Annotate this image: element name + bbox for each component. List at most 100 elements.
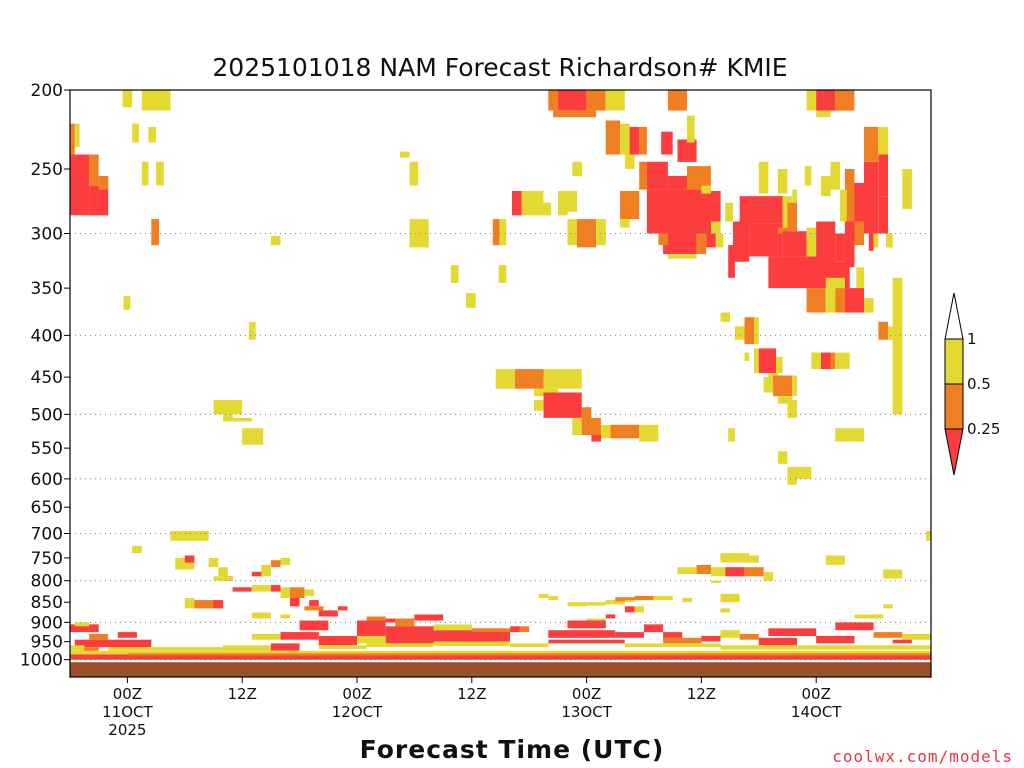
heatmap-cell [615,597,635,602]
heatmap-cell [290,587,305,598]
heatmap-cell [510,626,520,633]
colorbar-yellow [944,338,964,385]
colorbar-label: 0.5 [967,375,991,393]
heatmap-cell [663,233,697,255]
heatmap-cell [70,650,931,655]
heatmap-cell [117,632,137,638]
heatmap-cell [261,564,271,577]
heatmap-cell [567,620,606,629]
heatmap-cell [471,628,511,633]
heatmap-cell [132,123,139,143]
heatmap-cell [70,123,75,155]
y-tick-label: 950 [31,633,63,653]
colorbar: 1 0.5 0.25 [944,292,1000,476]
heatmap-cell [639,126,647,155]
heatmap-cell [878,154,888,197]
heatmap-cell [926,530,931,541]
heatmap-cell [873,632,903,638]
heatmap-cell [711,567,726,577]
heatmap-cell [864,161,879,234]
heatmap-cell [854,182,865,222]
heatmap-cell [251,571,262,577]
heatmap-cell [450,265,459,283]
heatmap-cell [811,352,821,370]
heatmap-cell [548,90,558,111]
y-tick-label: 350 [31,279,63,299]
heatmap-cell [758,637,798,646]
heatmap-cell [816,90,836,111]
colorbar-red-tip [944,428,964,476]
heatmap-cell [806,288,826,313]
heatmap-cell [763,377,774,393]
heatmap-cell [844,288,864,313]
heatmap-cell [605,120,620,155]
heatmap-cell [304,606,324,611]
y-tick-label: 650 [31,498,63,518]
heatmap-cell [728,245,735,278]
heatmap-cell [806,227,817,257]
heatmap-cell [782,231,807,257]
heatmap-cell [711,221,721,234]
heatmap-cell [787,399,798,418]
heatmap-cell [902,634,931,640]
heatmap-cell [677,139,697,162]
heatmap-cell [711,191,721,222]
heatmap-cell [572,161,582,176]
heatmap-cell [873,233,879,248]
heatmap-cell [290,598,300,607]
heatmap-cell [557,191,568,216]
heatmap-cell [280,587,291,598]
heatmap-cell [663,632,683,638]
heatmap-cell [624,606,635,613]
heatmap-cell [821,352,831,370]
heatmap-cell [89,185,109,216]
heatmap-cell [886,233,893,248]
heatmap-cell [223,645,271,651]
heatmap-cell [687,166,711,190]
x-tick-label: 12Z [687,685,716,703]
heatmap-cell [768,628,817,636]
heatmap-cell [581,407,592,422]
heatmap-cell [653,595,673,601]
heatmap-cell [299,620,329,631]
heatmap-cell [156,161,164,186]
heatmap-cell [825,288,836,313]
heatmap-cell [835,288,845,313]
heatmap-cell [557,90,587,111]
heatmap-cell [620,219,630,228]
heatmap-cell [548,595,558,601]
heatmap-cell [696,233,707,255]
heatmap-cell [663,637,702,644]
heatmap-cell [720,312,731,322]
heatmap-cell [734,326,745,340]
heatmap-cell [887,326,893,340]
y-tick-label: 600 [31,470,63,490]
heatmap-cell [873,614,884,619]
heatmap-cell [854,614,874,619]
heatmap-cell [151,219,159,246]
heatmap-cell [624,600,635,603]
x-tick-label: 2025 [108,721,146,739]
heatmap-cell [620,191,640,220]
heatmap-cell [543,369,582,389]
heatmap-cell [687,115,695,143]
heatmap-cell [251,585,271,592]
heatmap-cell [605,600,625,605]
colorbar-orange [944,383,964,430]
heatmap-cell [835,622,874,631]
heatmap-cell [787,202,798,232]
heatmap-cell [624,643,721,648]
heatmap-cell [175,557,195,570]
heatmap-cell [620,123,630,155]
heatmap-cell [720,645,797,650]
heatmap-cell [534,399,544,411]
heatmap-cell [754,317,759,345]
heatmap-cell [749,555,759,563]
heatmap-cell [538,593,549,598]
heatmap-cell [776,356,783,374]
y-tick-label: 200 [31,81,63,101]
heatmap-cell [498,219,507,246]
heatmap-cell [777,227,788,234]
heatmap-cell [242,428,264,445]
heatmap-cell [902,169,912,210]
